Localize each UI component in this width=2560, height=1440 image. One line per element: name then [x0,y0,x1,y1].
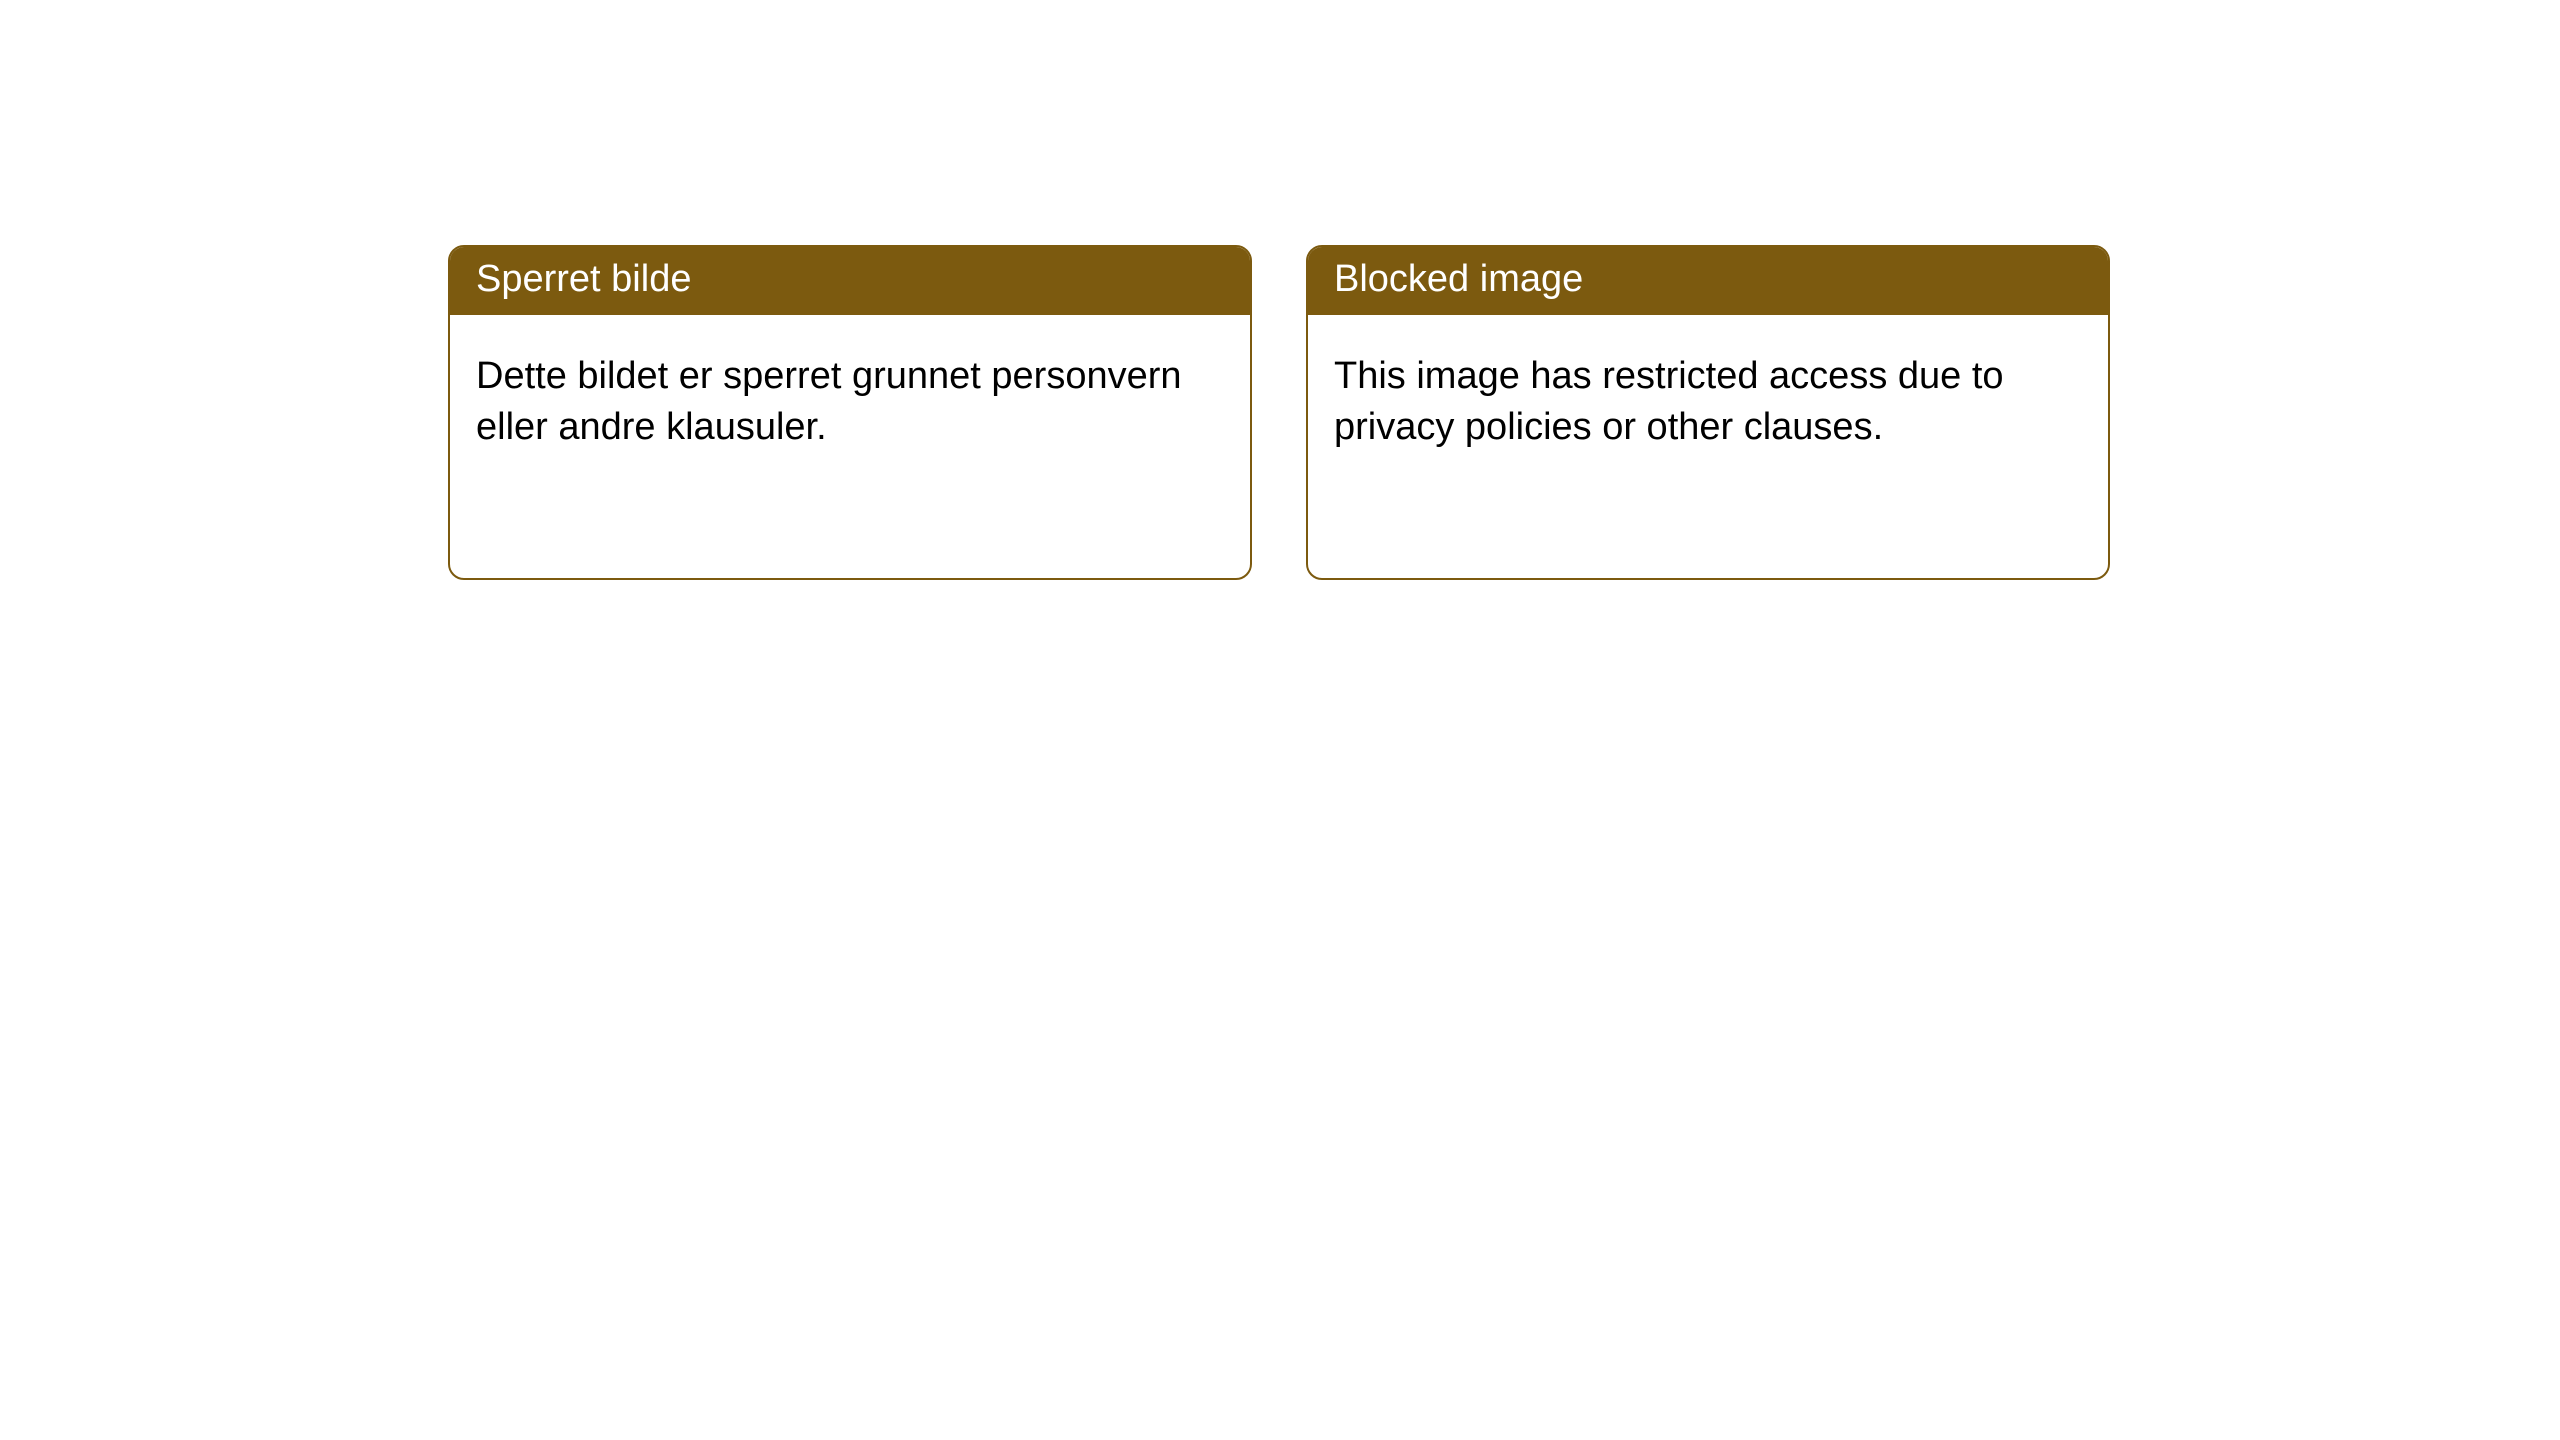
notice-title-en: Blocked image [1334,258,1583,300]
notice-body-en: This image has restricted access due to … [1308,315,2108,578]
notice-title-no: Sperret bilde [476,258,691,300]
notice-message-no: Dette bildet er sperret grunnet personve… [476,355,1182,449]
notice-header-en: Blocked image [1308,247,2108,315]
notice-message-en: This image has restricted access due to … [1334,355,2004,449]
notice-header-no: Sperret bilde [450,247,1250,315]
blocked-image-notice-no: Sperret bilde Dette bildet er sperret gr… [448,245,1252,580]
blocked-image-notice-en: Blocked image This image has restricted … [1306,245,2110,580]
notice-body-no: Dette bildet er sperret grunnet personve… [450,315,1250,578]
